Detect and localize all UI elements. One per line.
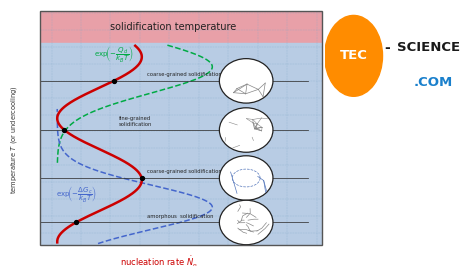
Text: coarse-grained solidification: coarse-grained solidification [147,72,222,77]
Text: nucleation rate $\dot{N}_n$: nucleation rate $\dot{N}_n$ [120,254,198,266]
Text: fine-grained
solidification: fine-grained solidification [119,116,153,127]
Text: -: - [385,41,391,55]
Circle shape [219,200,273,245]
Text: $\mathrm{exp}\!\left(-\dfrac{Q_d}{k_B T}\right)$: $\mathrm{exp}\!\left(-\dfrac{Q_d}{k_B T}… [94,44,134,64]
Text: SCIENCE: SCIENCE [397,41,460,54]
Text: TEC: TEC [340,49,367,62]
Bar [40,11,322,43]
Text: solidification temperature: solidification temperature [109,22,236,32]
Text: $\mathrm{exp}\!\left(-\dfrac{\Delta G_c}{k_B T}\right)$: $\mathrm{exp}\!\left(-\dfrac{\Delta G_c}… [56,184,98,204]
Text: .COM: .COM [413,76,453,89]
Bar [40,43,322,245]
Circle shape [219,108,273,152]
Circle shape [325,15,383,96]
Text: temperature $T$ (or undercooling): temperature $T$ (or undercooling) [9,85,19,194]
Text: amorphous  solidification: amorphous solidification [147,214,214,219]
Text: coarse-grained solidification: coarse-grained solidification [147,169,222,174]
Circle shape [219,156,273,200]
Circle shape [219,59,273,103]
